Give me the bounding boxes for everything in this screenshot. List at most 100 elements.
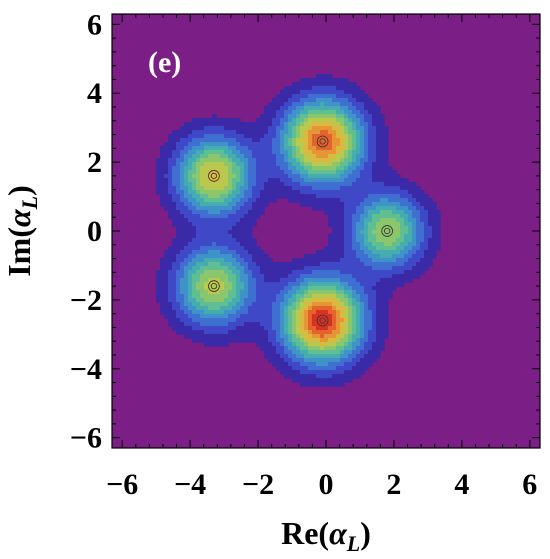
contour-cell [372,354,377,359]
contour-cell [360,190,365,195]
contour-cell [268,122,273,127]
contour-cell [252,302,257,307]
contour-cell [236,318,241,323]
contour-cell [224,230,229,235]
contour-cell [160,150,165,155]
contour-cell [376,190,381,195]
contour-cell [200,298,205,303]
contour-cell [212,122,217,127]
contour-cell [336,174,341,179]
contour-cell [260,322,265,327]
contour-cell [236,194,241,199]
contour-cell [372,242,377,247]
contour-cell [296,138,301,143]
contour-cell [192,138,197,143]
contour-cell [328,286,333,291]
contour-cell [224,342,229,347]
contour-cell [312,366,317,371]
contour-cell [192,314,197,319]
contour-cell [332,118,337,123]
contour-cell [396,274,401,279]
contour-cell [260,306,265,311]
contour-cell [276,146,281,151]
contour-cell [300,110,305,115]
contour-cell [336,198,341,203]
contour-cell [260,210,265,215]
contour-cell [416,270,421,275]
contour-cell [272,334,277,339]
contour-cell [276,158,281,163]
contour-cell [200,182,205,187]
contour-cell [300,166,305,171]
contour-cell [360,262,365,267]
contour-cell [340,106,345,111]
contour-cell [248,334,253,339]
contour-cell [204,146,209,151]
contour-cell [320,74,325,79]
contour-cell [268,178,273,183]
contour-cell [320,298,325,303]
contour-cell [232,234,237,239]
contour-cell [320,190,325,195]
contour-cell [220,274,225,279]
contour-cell [340,126,345,131]
contour-cell [384,174,389,179]
contour-cell [316,338,321,343]
contour-cell [288,126,293,131]
contour-cell [300,290,305,295]
contour-cell [376,150,381,155]
contour-cell [176,190,181,195]
contour-cell [348,150,353,155]
contour-cell [164,170,169,175]
contour-cell [180,206,185,211]
contour-cell [332,314,337,319]
contour-cell [176,130,181,135]
contour-cell [188,326,193,331]
contour-cell [236,254,241,259]
contour-cell [228,238,233,243]
contour-cell [420,230,425,235]
contour-cell [380,122,385,127]
contour-cell [240,270,245,275]
contour-cell [344,258,349,263]
contour-cell [324,178,329,183]
contour-cell [360,110,365,115]
contour-cell [304,78,309,83]
contour-cell [352,242,357,247]
contour-cell [228,302,233,307]
contour-cell [352,86,357,91]
contour-cell [228,298,233,303]
contour-cell [272,282,277,287]
contour-cell [244,222,249,227]
contour-cell [232,282,237,287]
contour-cell [252,298,257,303]
contour-cell [184,258,189,263]
contour-cell [280,358,285,363]
contour-cell [188,198,193,203]
contour-cell [272,110,277,115]
x-tick-label: −4 [174,468,206,501]
contour-cell [284,366,289,371]
contour-cell [256,330,261,335]
contour-cell [304,278,309,283]
contour-cell [396,270,401,275]
contour-cell [404,218,409,223]
contour-cell [296,334,301,339]
contour-cell [204,130,209,135]
contour-cell [232,122,237,127]
contour-cell [276,282,281,287]
contour-cell [280,294,285,299]
contour-cell [340,98,345,103]
contour-cell [344,154,349,159]
contour-cell [296,154,301,159]
contour-cell [176,142,181,147]
contour-cell [204,182,209,187]
contour-cell [312,102,317,107]
contour-cell [208,122,213,127]
contour-cell [368,334,373,339]
contour-cell [352,362,357,367]
contour-cell [428,210,433,215]
contour-cell [236,198,241,203]
contour-cell [228,142,233,147]
contour-cell [324,310,329,315]
